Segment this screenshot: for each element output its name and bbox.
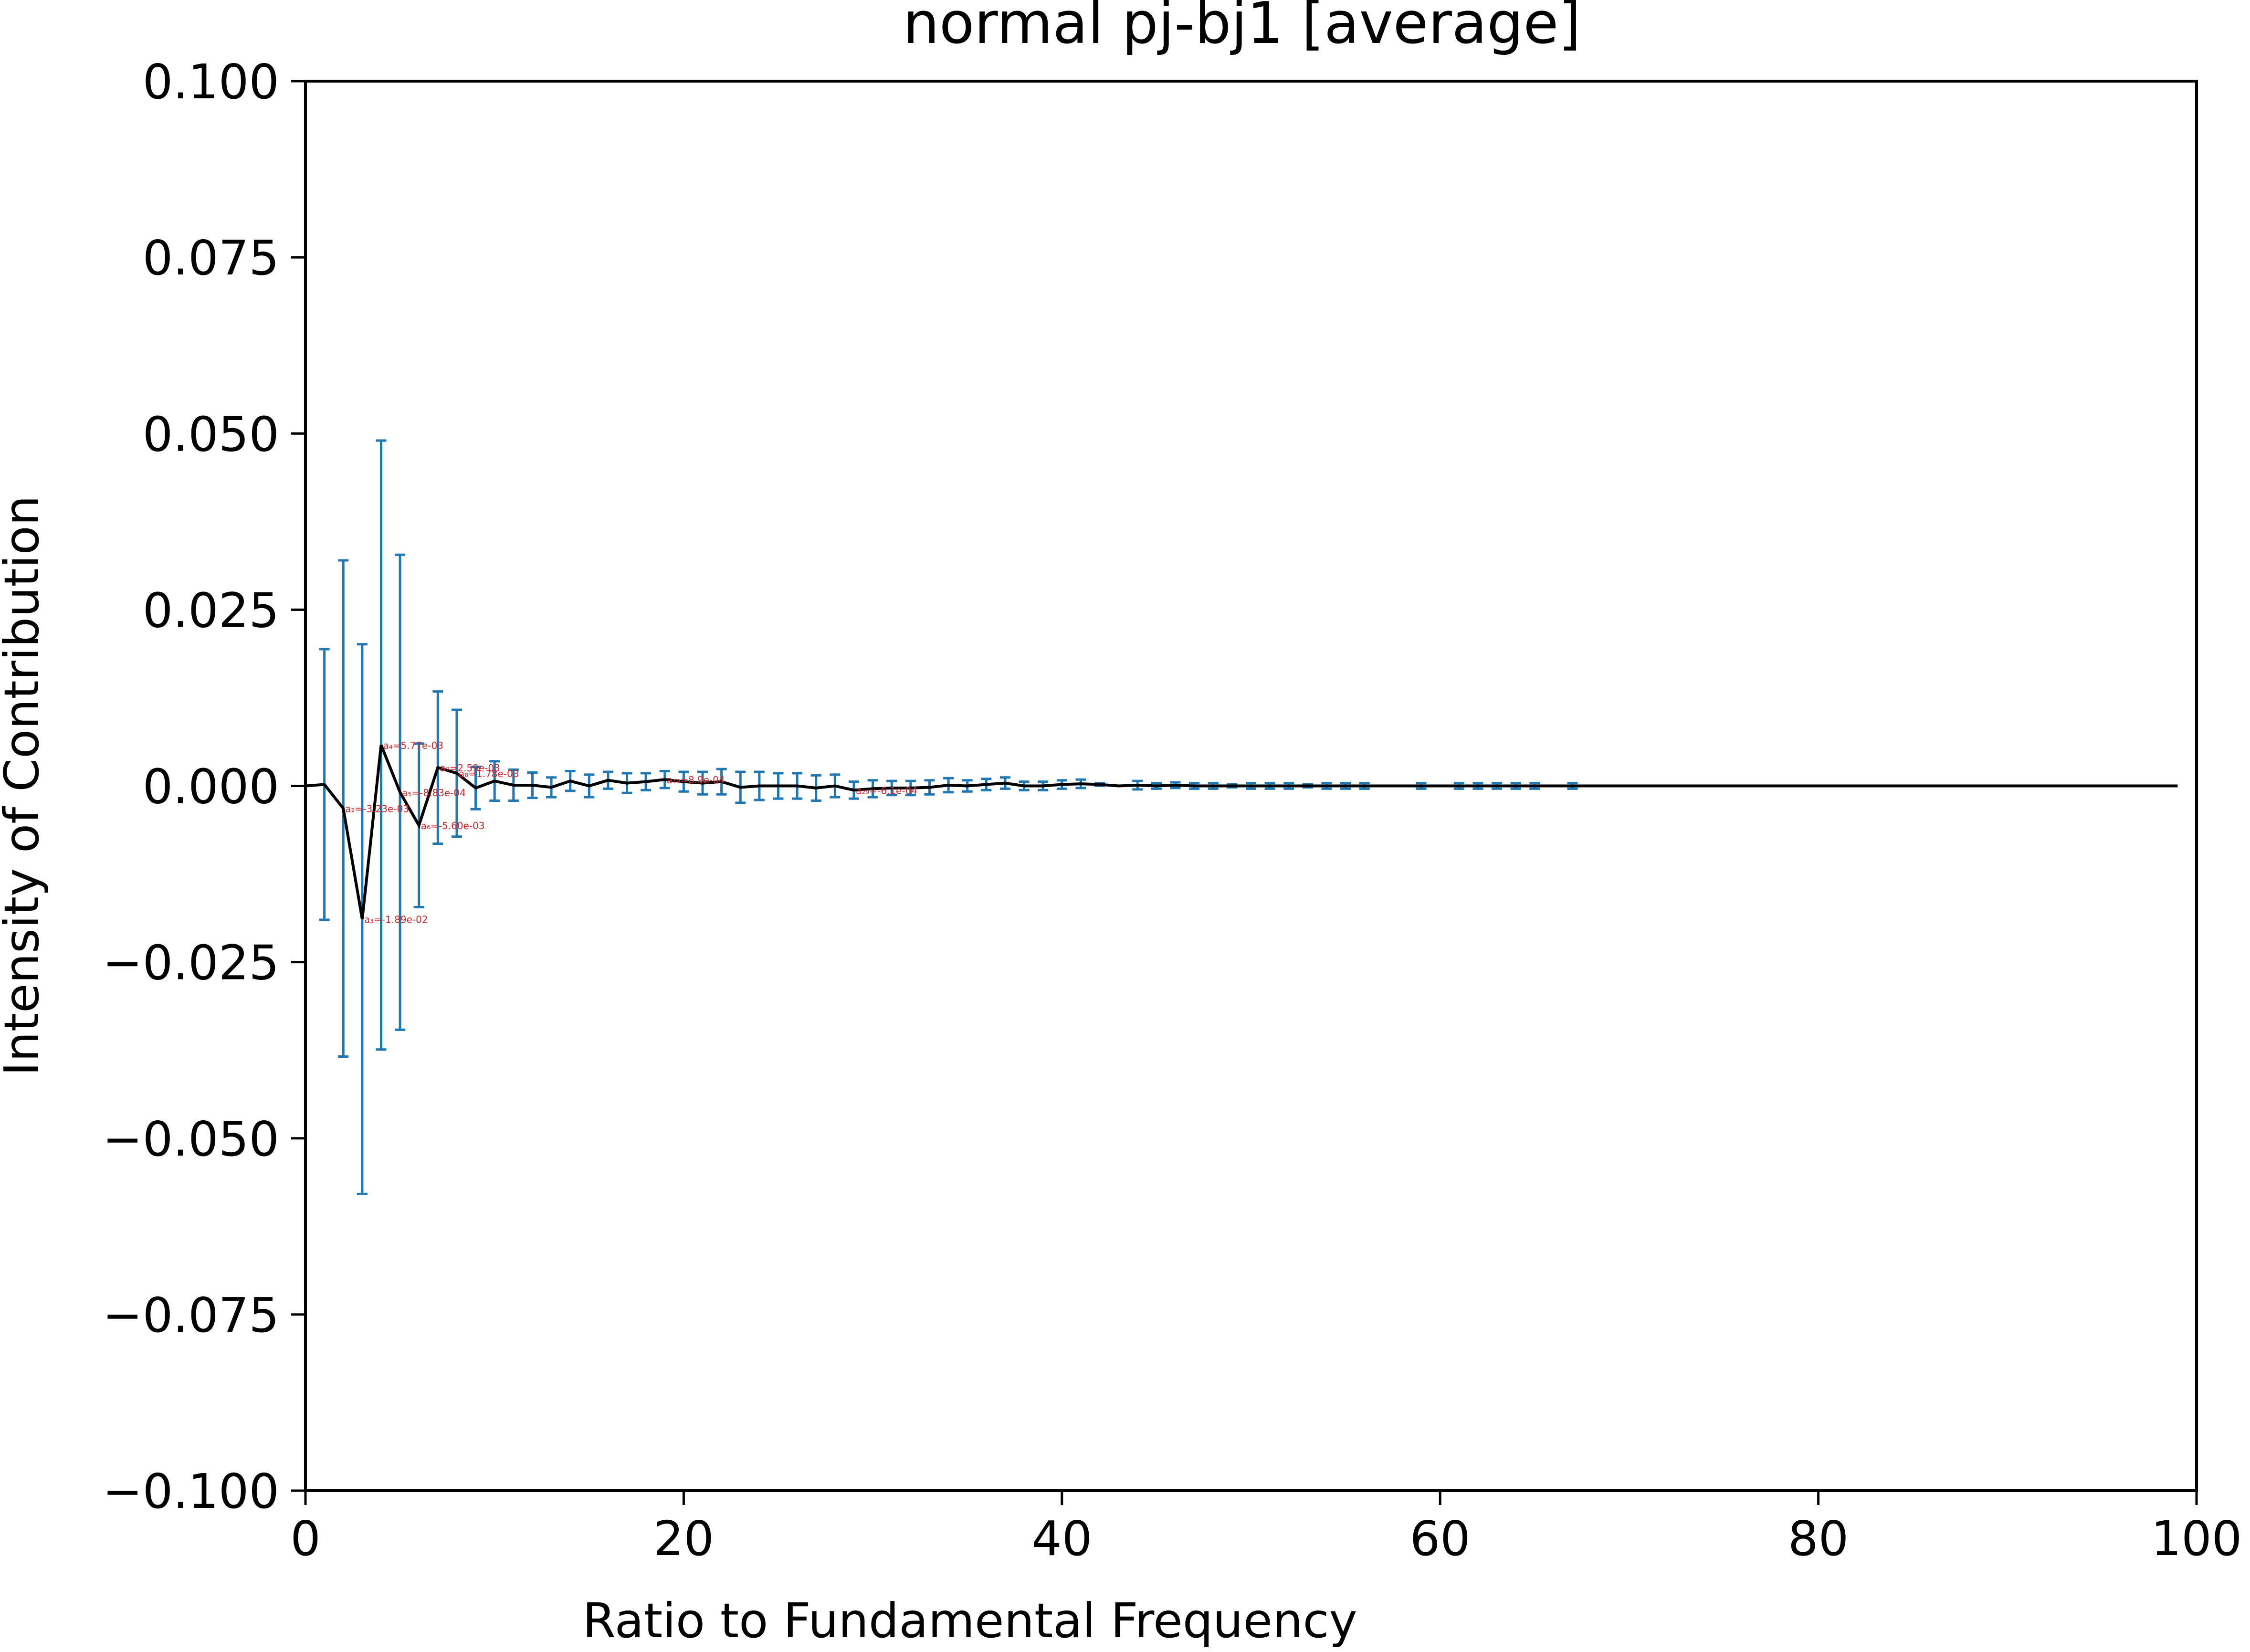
- x-tick-label: 60: [1410, 1511, 1471, 1567]
- data-annotation: a₂=-3.23e-03: [345, 803, 409, 815]
- data-annotation: a₄=5.77e-03: [383, 740, 443, 751]
- data-annotation: a₈=1.78e-03: [459, 768, 519, 779]
- y-tick-label: −0.025: [103, 935, 279, 991]
- x-axis-label: Ratio to Fundamental Frequency: [582, 1593, 1357, 1649]
- plot-area: a₂=-3.23e-03 a₃=-1.89e-02 a₄=5.77e-03 a₅=-8…: [305, 439, 2178, 1195]
- y-axis: 0.100 0.075 0.050 0.025 0.000 −0.025 −0.050 −0.…: [103, 54, 305, 1519]
- chart-title: normal pj-bj1 [average]: [903, 0, 1581, 57]
- x-tick-label: 0: [290, 1511, 321, 1567]
- data-annotation: a₆=-5.60e-03: [421, 820, 485, 831]
- y-axis-label: Intensity of Contribution: [0, 495, 50, 1076]
- data-annotation: a₂₉=-6.1e-04: [856, 785, 917, 796]
- x-tick-label: 20: [653, 1511, 714, 1567]
- y-tick-label: 0.000: [143, 759, 279, 815]
- x-tick-label: 100: [2151, 1511, 2242, 1567]
- data-annotation: a₃=-1.89e-02: [364, 914, 428, 926]
- data-annotation: a₁₉=8.9e-04: [667, 774, 725, 786]
- y-tick-label: −0.050: [103, 1111, 279, 1167]
- y-tick-label: 0.050: [143, 406, 279, 462]
- y-tick-label: 0.100: [143, 54, 279, 110]
- series-line: [305, 744, 2178, 920]
- x-tick-label: 40: [1031, 1511, 1092, 1567]
- data-annotation: a₅=-8.83e-04: [402, 787, 466, 799]
- y-tick-label: 0.025: [143, 582, 279, 638]
- y-tick-label: 0.075: [143, 230, 279, 286]
- y-tick-label: −0.075: [103, 1287, 279, 1343]
- x-axis: 0 20 40 60 80 100: [290, 1491, 2242, 1567]
- data-annotation: a₇=2.59e-03: [440, 762, 500, 774]
- y-tick-label: −0.100: [103, 1463, 279, 1519]
- x-tick-label: 80: [1788, 1511, 1849, 1567]
